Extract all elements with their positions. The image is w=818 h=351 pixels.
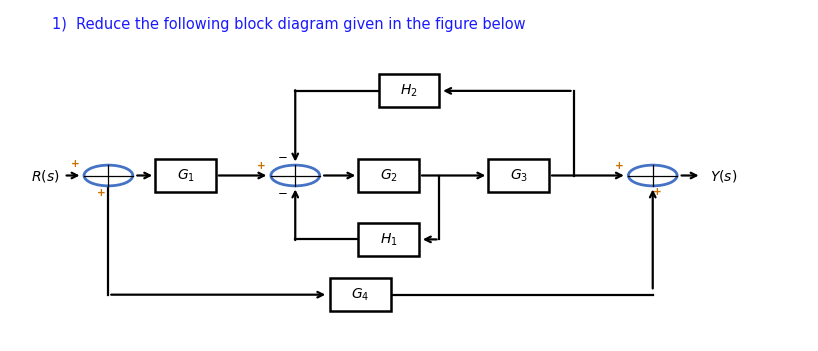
FancyBboxPatch shape <box>155 159 216 192</box>
FancyBboxPatch shape <box>358 159 419 192</box>
Text: +: + <box>257 161 266 171</box>
Text: −: − <box>278 151 288 164</box>
FancyBboxPatch shape <box>358 223 419 256</box>
Text: $G_3$: $G_3$ <box>510 167 528 184</box>
Text: +: + <box>97 188 106 198</box>
Text: $R(s)$: $R(s)$ <box>31 167 60 184</box>
FancyBboxPatch shape <box>330 278 391 311</box>
Circle shape <box>271 165 320 186</box>
Text: $H_2$: $H_2$ <box>400 83 418 99</box>
FancyBboxPatch shape <box>379 74 439 107</box>
Circle shape <box>84 165 133 186</box>
Text: $Y(s)$: $Y(s)$ <box>709 167 737 184</box>
Text: $H_1$: $H_1$ <box>380 231 398 247</box>
Text: +: + <box>70 159 79 168</box>
Text: +: + <box>615 161 623 171</box>
Circle shape <box>628 165 677 186</box>
Text: 1)  Reduce the following block diagram given in the figure below: 1) Reduce the following block diagram gi… <box>52 16 525 32</box>
Text: −: − <box>278 187 288 200</box>
Text: $G_1$: $G_1$ <box>177 167 195 184</box>
Text: $G_4$: $G_4$ <box>351 286 370 303</box>
Text: $G_2$: $G_2$ <box>380 167 398 184</box>
Text: +: + <box>654 187 662 197</box>
FancyBboxPatch shape <box>488 159 549 192</box>
